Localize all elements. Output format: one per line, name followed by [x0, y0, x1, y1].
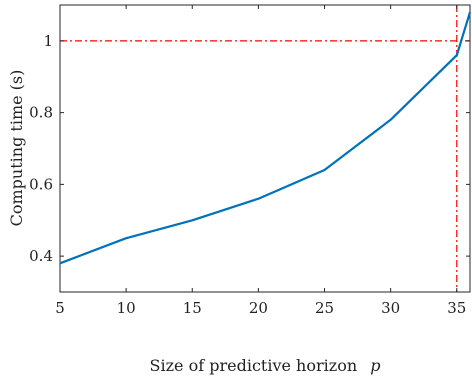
x-tick-label: 20	[249, 299, 268, 317]
series-group	[59, 11, 472, 265]
series-line-0	[59, 11, 472, 265]
plot-area	[59, 4, 471, 293]
y-tick-label: 0.4	[29, 247, 53, 265]
y-tick-label: 0.8	[29, 104, 53, 122]
axes-box	[59, 4, 471, 293]
x-tick-label: 25	[315, 299, 334, 317]
x-axis-ticks: 5 10 15 20 25 30 35	[55, 5, 466, 317]
x-tick-label: 5	[55, 299, 65, 317]
y-tick-label: 0.6	[29, 175, 53, 193]
x-tick-label: 10	[117, 299, 136, 317]
x-tick-label: 35	[447, 299, 466, 317]
x-axis-title-variable: p	[370, 356, 380, 375]
x-axis-title-text: Size of predictive horizon	[150, 356, 358, 375]
y-axis-ticks: 0.4 0.6 0.8 1	[29, 32, 470, 265]
x-tick-label: 15	[183, 299, 202, 317]
x-axis-title: Size of predictive horizon p	[150, 356, 381, 375]
y-tick-label: 1	[43, 32, 53, 50]
y-axis-title: Computing time (s)	[7, 70, 26, 227]
x-tick-label: 30	[381, 299, 400, 317]
